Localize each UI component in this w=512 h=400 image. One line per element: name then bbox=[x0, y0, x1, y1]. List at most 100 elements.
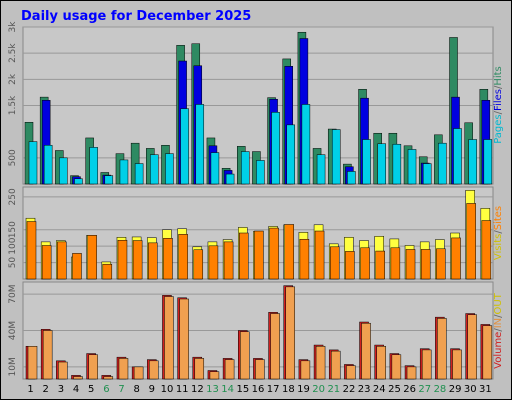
panel_top-tick-label: 2k bbox=[8, 73, 18, 85]
day-label: 20 bbox=[312, 384, 325, 395]
bar-pages bbox=[392, 143, 402, 185]
bar-in bbox=[285, 286, 295, 380]
day-label: 27 bbox=[418, 384, 431, 395]
bar-in bbox=[421, 349, 432, 380]
bar-pages bbox=[104, 175, 114, 185]
bar-in bbox=[42, 330, 53, 380]
bar-in bbox=[27, 346, 38, 380]
panel_bot-tick-label: 40M bbox=[8, 321, 18, 340]
day-label: 24 bbox=[373, 384, 386, 395]
bar-sites bbox=[87, 235, 97, 280]
day-label: 15 bbox=[236, 384, 249, 395]
panel_bot-legend-item: OUT bbox=[493, 292, 504, 314]
bar-sites bbox=[102, 263, 113, 280]
bar-pages bbox=[347, 171, 356, 185]
panel_bot-legend: Volume/IN/OUT bbox=[493, 292, 504, 369]
bar-pages bbox=[241, 151, 250, 185]
panel_top-legend: Pages/Files/Hits bbox=[493, 66, 504, 144]
bar-pages bbox=[28, 141, 38, 185]
bar-sites bbox=[269, 227, 279, 280]
bar-sites bbox=[329, 246, 340, 280]
bar-pages bbox=[256, 160, 265, 185]
bar-sites bbox=[436, 248, 446, 280]
bar-in bbox=[391, 354, 402, 380]
bar-sites bbox=[405, 249, 416, 280]
bar-pages bbox=[286, 124, 295, 185]
panel_top-tick-label: 2.5k bbox=[8, 43, 18, 63]
day-label: 17 bbox=[267, 384, 280, 395]
bar-sites bbox=[26, 221, 37, 280]
panel_mid-legend: Visits/Sites bbox=[493, 206, 504, 260]
panel_mid-tick-label: 100 bbox=[8, 237, 18, 254]
bar-in bbox=[437, 318, 447, 380]
bar-sites bbox=[208, 245, 219, 280]
day-label: 14 bbox=[221, 384, 234, 395]
bar-sites bbox=[193, 249, 204, 280]
day-label: 28 bbox=[434, 384, 447, 395]
bar-pages bbox=[165, 153, 174, 185]
panel_top-legend-item: Files bbox=[493, 89, 504, 111]
bar-pages bbox=[453, 128, 462, 185]
bar-in bbox=[330, 350, 341, 380]
bar-sites bbox=[360, 247, 370, 280]
day-label: 1 bbox=[27, 384, 33, 395]
bar-pages bbox=[468, 139, 477, 185]
bar-pages bbox=[377, 143, 386, 185]
panel_mid-legend-item: Visits bbox=[493, 234, 504, 261]
bar-pages bbox=[195, 104, 205, 185]
day-label: 4 bbox=[73, 384, 79, 395]
bar-sites bbox=[223, 241, 234, 280]
bar-sites bbox=[481, 220, 492, 280]
bar-sites bbox=[178, 234, 188, 280]
day-label: 3 bbox=[58, 384, 64, 395]
bar-in bbox=[224, 359, 235, 380]
panel_bot-legend-item: / bbox=[493, 328, 504, 332]
bar-in bbox=[346, 365, 356, 380]
bar-pages bbox=[271, 112, 280, 185]
bar-sites bbox=[299, 238, 310, 280]
bar-sites bbox=[57, 241, 67, 280]
bar-in bbox=[209, 371, 220, 380]
bar-in bbox=[361, 322, 371, 380]
bar-in bbox=[376, 346, 386, 380]
bar-sites bbox=[284, 224, 294, 280]
bar-in bbox=[300, 360, 311, 380]
bar-in bbox=[255, 359, 265, 380]
bar-sites bbox=[72, 253, 82, 280]
bar-pages bbox=[422, 163, 432, 185]
bar-in bbox=[103, 376, 114, 380]
bar-pages bbox=[134, 163, 144, 185]
bar-sites bbox=[375, 250, 385, 280]
panel_bot-tick-label: 10M bbox=[8, 357, 18, 376]
day-label: 16 bbox=[252, 384, 265, 395]
bar-in bbox=[315, 346, 326, 380]
panel_bot-legend-item: / bbox=[493, 314, 504, 318]
panel_mid-tick-label: 250 bbox=[8, 188, 18, 205]
day-label: 11 bbox=[176, 384, 189, 395]
bar-sites bbox=[254, 230, 264, 280]
bar-in bbox=[73, 376, 83, 380]
bar-in bbox=[270, 313, 280, 380]
bar-in bbox=[133, 366, 144, 380]
bar-in bbox=[118, 358, 129, 380]
day-label: 8 bbox=[134, 384, 140, 395]
day-label: 12 bbox=[191, 384, 204, 395]
panel_top-legend-item: / bbox=[493, 110, 504, 114]
panel_top-tick-label: 1.5k bbox=[8, 95, 18, 115]
bar-pages bbox=[438, 142, 447, 185]
day-label: 7 bbox=[118, 384, 124, 395]
panel_top-tick-label: 3k bbox=[8, 21, 18, 33]
panel_top-legend-item: / bbox=[493, 85, 504, 89]
day-label: 21 bbox=[327, 384, 340, 395]
bar-pages bbox=[119, 159, 129, 185]
day-label: 5 bbox=[88, 384, 94, 395]
panel_mid-tick-label: 50 bbox=[8, 257, 18, 269]
bar-pages bbox=[180, 108, 189, 185]
bar-in bbox=[482, 325, 493, 380]
chart-title: Daily usage for December 2025 bbox=[21, 9, 252, 24]
bar-sites bbox=[41, 245, 52, 280]
panel_top-legend-item: Pages bbox=[493, 114, 504, 143]
panel_mid-legend-item: / bbox=[493, 230, 504, 234]
